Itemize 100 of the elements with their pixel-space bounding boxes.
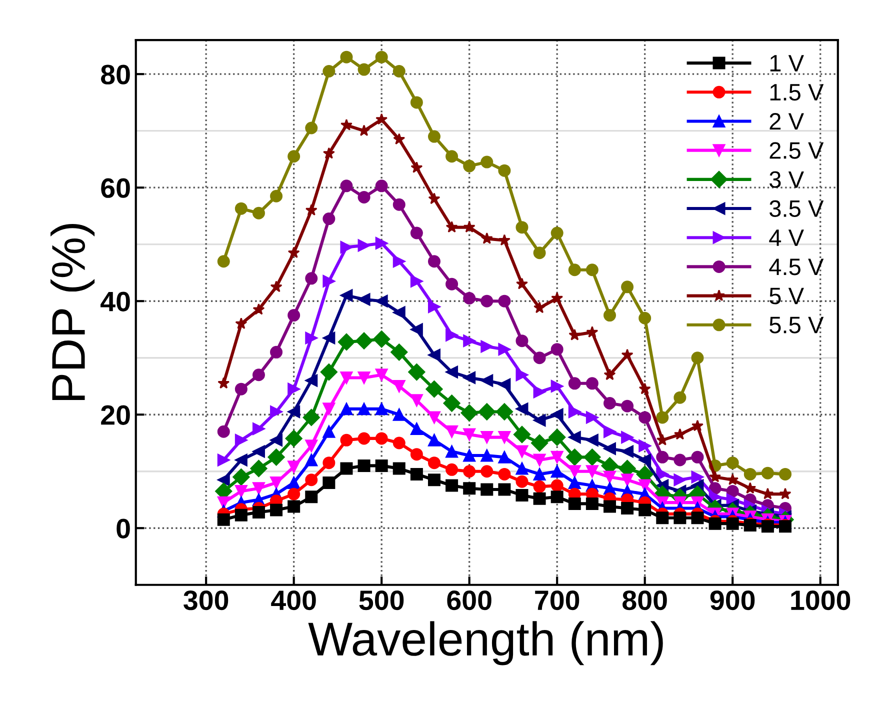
- legend-label: 3.5 V: [770, 200, 824, 218]
- point: [288, 488, 300, 500]
- x-tick-label: 700: [535, 590, 580, 610]
- point: [480, 156, 494, 168]
- point: [305, 272, 318, 285]
- point: [270, 434, 283, 446]
- point: [252, 303, 265, 315]
- point: [446, 328, 458, 342]
- point: [498, 450, 511, 464]
- point: [516, 445, 528, 458]
- point: [480, 483, 494, 496]
- point: [393, 133, 406, 145]
- point: [217, 425, 230, 438]
- point: [638, 382, 651, 394]
- point: [463, 428, 476, 441]
- point: [586, 497, 598, 510]
- point: [586, 377, 598, 390]
- point: [234, 434, 248, 446]
- point: [340, 289, 353, 302]
- point: [426, 380, 443, 398]
- point: [498, 294, 511, 308]
- point: [498, 378, 511, 391]
- point: [322, 274, 336, 288]
- point: [480, 232, 493, 244]
- x-tick-label: 400: [271, 590, 316, 610]
- point: [530, 434, 548, 452]
- point: [516, 488, 528, 502]
- point: [460, 404, 478, 422]
- point: [392, 380, 406, 392]
- point: [428, 348, 440, 362]
- point: [463, 371, 476, 384]
- x-tick-label: 500: [359, 590, 404, 610]
- point: [463, 465, 476, 478]
- point: [568, 431, 581, 444]
- point: [217, 255, 230, 268]
- point: [375, 236, 388, 250]
- point: [691, 512, 704, 524]
- point: [305, 440, 318, 452]
- point: [603, 309, 616, 322]
- point: [621, 400, 634, 412]
- point: [534, 302, 546, 314]
- point: [550, 450, 564, 464]
- point: [691, 352, 704, 364]
- point: [392, 198, 406, 211]
- legend-label: 2.5 V: [770, 142, 824, 159]
- point: [340, 180, 353, 192]
- y-tick-label: 0: [116, 518, 130, 538]
- point: [586, 434, 598, 446]
- point: [533, 352, 546, 364]
- point: [691, 450, 704, 464]
- point: [446, 425, 458, 438]
- point: [446, 463, 458, 476]
- point: [761, 466, 774, 480]
- point: [217, 513, 230, 526]
- point: [320, 363, 338, 381]
- legend-label: 4 V: [769, 230, 804, 246]
- point: [480, 449, 494, 462]
- point: [322, 65, 336, 78]
- legend-label: 2 V: [770, 113, 804, 130]
- point: [516, 475, 528, 488]
- point: [621, 280, 634, 294]
- point: [603, 397, 616, 410]
- point: [355, 332, 373, 350]
- point: [305, 122, 318, 134]
- point: [410, 323, 423, 336]
- point: [779, 488, 792, 500]
- point: [568, 328, 581, 340]
- point: [270, 476, 283, 489]
- point: [410, 161, 423, 173]
- point: [446, 278, 458, 290]
- point: [288, 150, 300, 163]
- point: [638, 454, 652, 466]
- point: [218, 377, 230, 389]
- point: [779, 468, 792, 480]
- point: [550, 226, 564, 240]
- point: [410, 394, 423, 407]
- point: [496, 403, 513, 420]
- point: [392, 306, 406, 319]
- point: [533, 480, 546, 493]
- point: [322, 476, 336, 489]
- point: [550, 380, 564, 392]
- point: [375, 459, 388, 472]
- point: [548, 428, 566, 446]
- x-tick-label: 1000: [791, 590, 850, 610]
- point: [234, 484, 248, 498]
- point: [446, 150, 458, 163]
- point: [234, 382, 248, 396]
- point: [428, 300, 440, 314]
- point: [446, 445, 458, 458]
- point: [358, 402, 370, 416]
- point: [568, 406, 581, 418]
- point: [392, 408, 406, 421]
- point: [338, 333, 356, 351]
- point: [410, 448, 423, 461]
- point: [498, 234, 510, 246]
- point: [498, 431, 511, 444]
- point: [568, 476, 581, 489]
- point: [322, 212, 336, 226]
- point: [674, 428, 686, 440]
- point: [674, 454, 686, 466]
